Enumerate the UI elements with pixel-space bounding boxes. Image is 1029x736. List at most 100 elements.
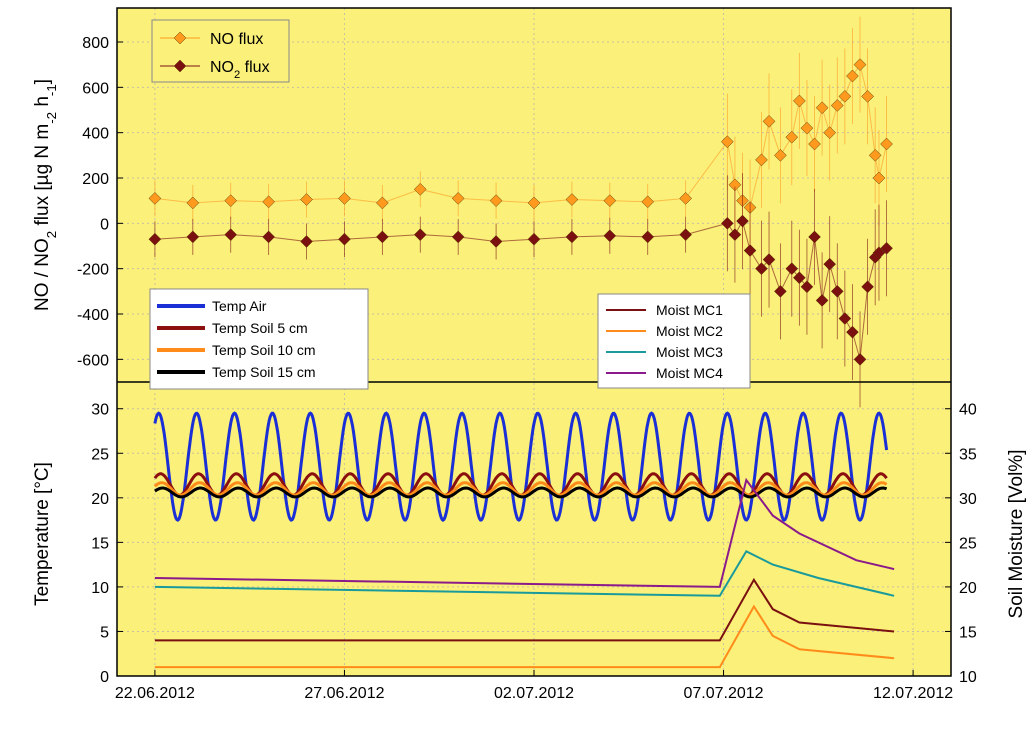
y-tick-label: -200 xyxy=(77,262,109,279)
data-point xyxy=(808,230,821,244)
data-point xyxy=(830,284,844,298)
data-point xyxy=(148,232,162,246)
moisture-line xyxy=(154,549,895,597)
label-part: 2 xyxy=(234,69,240,81)
y-tick-label: 15 xyxy=(91,535,109,552)
data-point xyxy=(838,90,852,103)
data-point xyxy=(830,99,844,112)
legend-label: Temp Soil 10 cm xyxy=(212,342,315,358)
data-point xyxy=(641,195,655,209)
data-point xyxy=(755,262,768,276)
y-tick-label: -600 xyxy=(77,352,109,369)
x-tick-label: 07.07.2012 xyxy=(684,685,764,702)
y-right-tick-label: 25 xyxy=(959,535,977,552)
data-point xyxy=(736,214,749,228)
y-tick-label: 200 xyxy=(82,171,109,188)
temperature-line xyxy=(153,481,888,497)
data-point xyxy=(376,230,389,244)
data-point xyxy=(489,194,503,208)
data-point xyxy=(451,230,465,244)
y-right-tick-label: 10 xyxy=(959,669,977,686)
data-point xyxy=(489,235,503,248)
legend-label: Temp Soil 5 cm xyxy=(212,320,308,336)
moisture-line xyxy=(154,477,895,588)
data-point xyxy=(793,94,806,108)
legend-label: Temp Soil 15 cm xyxy=(212,364,315,380)
top-y-axis-title: NO / NO2 flux [µg N m-2 h-1] xyxy=(32,79,59,311)
y-tick-label: -400 xyxy=(77,307,109,324)
label-part: NO xyxy=(210,59,234,76)
data-point xyxy=(300,235,313,248)
bottom-y-axis-title: Temperature [°C] xyxy=(32,462,53,606)
label-part: flux [µg N m xyxy=(32,124,53,231)
temperature-line xyxy=(153,411,889,522)
y-tick-label: 5 xyxy=(100,624,109,641)
label-part: NO / NO xyxy=(32,238,53,311)
label-part: flux xyxy=(240,59,269,76)
data-point xyxy=(224,194,238,208)
data-point xyxy=(762,253,776,266)
data-point xyxy=(720,135,734,149)
label-part: h xyxy=(32,96,53,112)
y-right-tick-label: 35 xyxy=(959,446,977,463)
data-point xyxy=(527,196,541,210)
data-point xyxy=(641,230,655,244)
data-point xyxy=(774,148,787,162)
label-part: NO flux xyxy=(210,31,263,48)
data-point xyxy=(868,148,882,162)
data-point xyxy=(262,195,275,209)
data-point xyxy=(755,153,768,167)
data-point xyxy=(793,271,806,285)
data-point xyxy=(148,192,162,205)
legend-label: Moist MC3 xyxy=(656,344,723,360)
moisture-line xyxy=(154,577,895,642)
data-point xyxy=(262,230,275,244)
legend-label: Temp Air xyxy=(212,298,267,314)
data-point xyxy=(880,137,893,151)
data-point xyxy=(846,325,859,339)
data-point xyxy=(823,257,837,271)
data-point xyxy=(800,121,814,135)
data-point xyxy=(823,126,837,140)
legend-label: NO2 flux xyxy=(210,59,270,81)
legend-marker xyxy=(173,59,187,73)
y-right-tick-label: 30 xyxy=(959,491,977,508)
data-point xyxy=(376,196,389,210)
data-point xyxy=(565,193,579,206)
data-point xyxy=(853,352,867,366)
legend-label: Moist MC2 xyxy=(656,323,723,339)
label-part: 2 xyxy=(44,231,59,238)
data-point xyxy=(451,192,465,205)
data-point xyxy=(762,114,776,128)
y-tick-label: 20 xyxy=(91,491,109,508)
data-point xyxy=(527,232,541,246)
data-point xyxy=(861,280,874,294)
data-point xyxy=(774,284,787,298)
data-point xyxy=(785,130,799,144)
data-point xyxy=(413,182,427,196)
label-part: -1 xyxy=(44,84,59,96)
data-point xyxy=(186,230,200,244)
right-y-axis-title: Soil Moisture [Vol%] xyxy=(1006,450,1027,619)
y-right-tick-label: 20 xyxy=(959,580,977,597)
data-point xyxy=(853,58,867,72)
data-point xyxy=(413,228,427,242)
moisture-line xyxy=(154,604,895,669)
data-point xyxy=(880,241,893,255)
y-tick-label: 400 xyxy=(82,126,109,143)
data-point xyxy=(815,294,829,307)
data-point xyxy=(800,280,814,294)
data-point xyxy=(679,228,692,242)
legend-label: NO flux xyxy=(210,31,263,48)
y-tick-label: 0 xyxy=(100,669,109,686)
data-point xyxy=(861,90,874,103)
data-point xyxy=(815,101,829,115)
data-point xyxy=(720,216,734,230)
data-point xyxy=(224,228,238,242)
temperature-line xyxy=(154,486,888,499)
x-tick-label: 02.07.2012 xyxy=(494,685,574,702)
data-point xyxy=(603,229,617,243)
y-tick-label: 0 xyxy=(100,216,109,233)
legend-marker xyxy=(173,31,187,45)
